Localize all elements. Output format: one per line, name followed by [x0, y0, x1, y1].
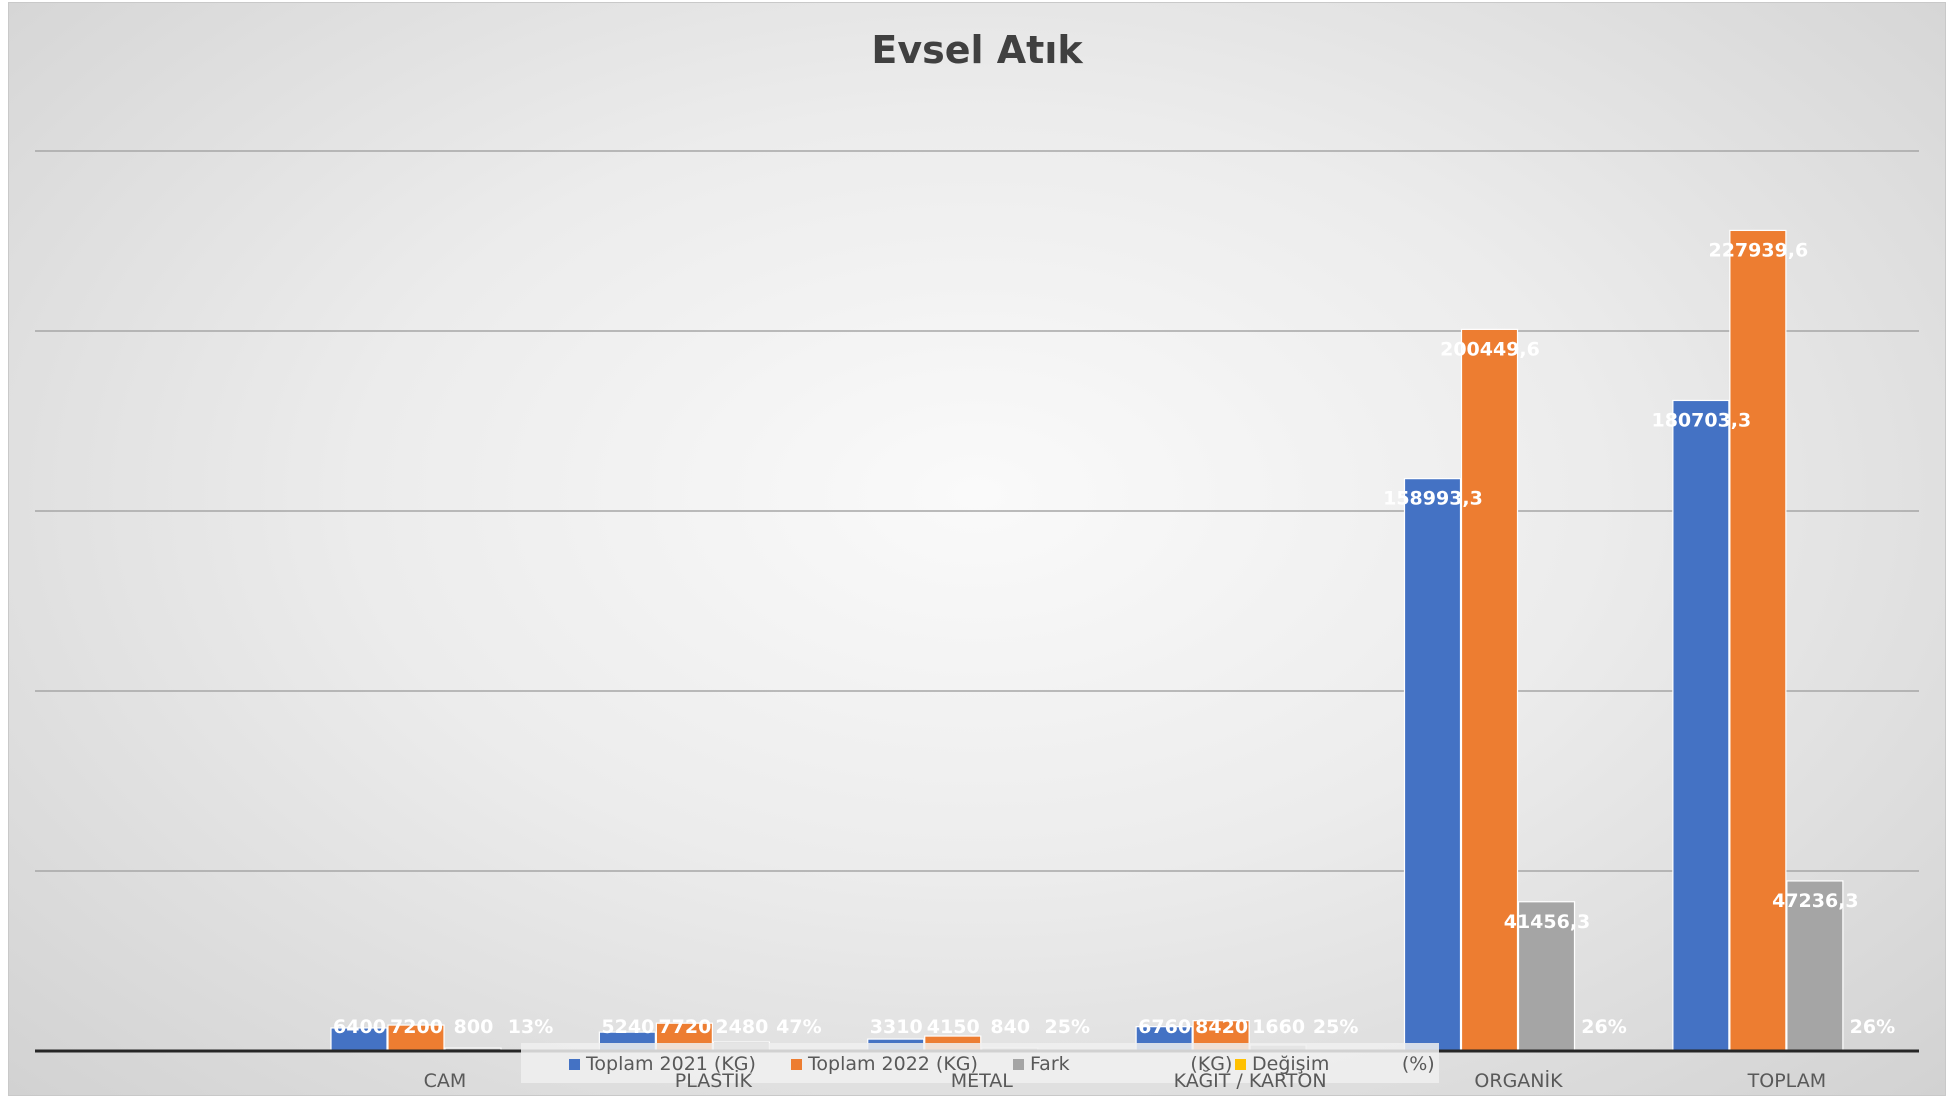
data-label: 6400 — [333, 1016, 386, 1038]
data-label: 41456,3 — [1504, 911, 1591, 933]
data-labels: 6400 7200 800 13% 5240 7720 2480 47% 3310 4150 840… — [333, 239, 1895, 1038]
data-label: 25% — [1045, 1016, 1090, 1038]
data-label: 47% — [776, 1016, 821, 1038]
category-axis: CAM PLASTİK METAL KAĞIT / KARTON ORGANİK TOPL… — [424, 1068, 1826, 1092]
data-label: 5240 — [601, 1016, 654, 1038]
data-label: 2480 — [715, 1016, 768, 1038]
category-label: METAL — [951, 1070, 1014, 1092]
legend: Toplam 2021 (KG) Toplam 2022 (KG) Fark (KG… — [521, 1043, 1439, 1083]
data-label: 47236,3 — [1772, 890, 1859, 912]
chart-title: Evsel Atık — [871, 28, 1083, 72]
bar-2-1 — [387, 1024, 445, 1052]
data-label: 26% — [1850, 1016, 1895, 1038]
legend-swatch — [1235, 1059, 1246, 1070]
data-label: 13% — [508, 1016, 553, 1038]
data-label: 25% — [1313, 1016, 1358, 1038]
data-label: 158993,3 — [1383, 488, 1483, 510]
legend-swatch — [569, 1059, 580, 1070]
gridlines — [35, 150, 1919, 872]
legend-swatch — [791, 1059, 802, 1070]
data-label: 227939,6 — [1708, 239, 1808, 261]
data-label: 7200 — [390, 1016, 443, 1038]
data-label: 26% — [1581, 1016, 1626, 1038]
bars — [35, 229, 1919, 1053]
bar-1-6 — [1672, 399, 1730, 1052]
category-label: ORGANİK — [1474, 1069, 1563, 1092]
legend-swatch — [1013, 1059, 1024, 1070]
category-label: TOPLAM — [1747, 1070, 1826, 1092]
data-label: 180703,3 — [1651, 409, 1751, 431]
data-label: 200449,6 — [1440, 338, 1540, 360]
category-label: KAĞIT / KARTON — [1174, 1068, 1327, 1092]
category-label: CAM — [424, 1070, 467, 1092]
legend-entry: Toplam 2022 (KG) — [807, 1053, 978, 1075]
data-label: 6760 — [1138, 1016, 1191, 1038]
data-label: 1660 — [1252, 1016, 1305, 1038]
data-label: 7720 — [658, 1016, 711, 1038]
legend-box — [521, 1043, 1439, 1083]
legend-entry: Toplam 2021 (KG) — [585, 1053, 756, 1075]
bar-2-5 — [1460, 328, 1519, 1052]
data-label: 3310 — [870, 1016, 923, 1038]
chart-area: Evsel Atık 6400 7200 800 13% 5240 7720 2480 47%… — [8, 2, 1946, 1096]
bar-3-6 — [1786, 880, 1844, 1052]
legend-entry: Fark (KG) — [1030, 1053, 1232, 1075]
data-label: 840 — [990, 1016, 1030, 1038]
data-label: 4150 — [927, 1016, 980, 1038]
data-label: 8420 — [1195, 1016, 1248, 1038]
bar-2-6 — [1729, 229, 1787, 1052]
category-label: PLASTİK — [675, 1069, 753, 1092]
data-label: 800 — [454, 1016, 494, 1038]
bar-1-5 — [1403, 478, 1462, 1052]
chart-svg: Evsel Atık 6400 7200 800 13% 5240 7720 2480 47%… — [35, 28, 1919, 1092]
legend-entry: Değişim (%) — [1252, 1053, 1435, 1075]
